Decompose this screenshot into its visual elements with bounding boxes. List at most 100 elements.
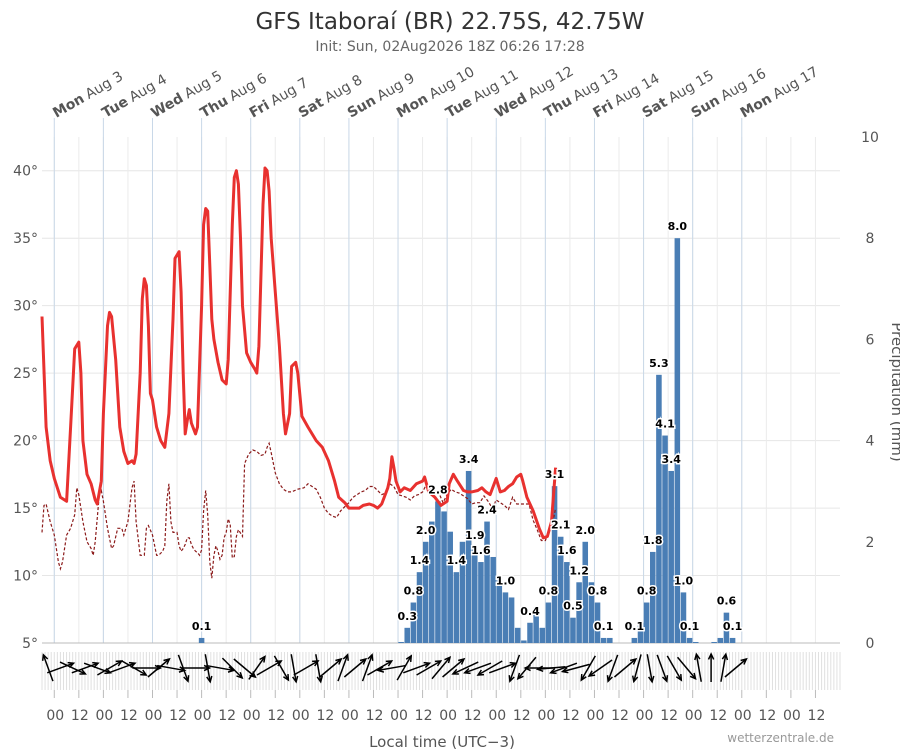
wind-arrow-head	[335, 657, 343, 665]
wind-arrow-head	[516, 672, 524, 681]
wind-arrow-head	[629, 657, 638, 665]
precip-value-label: 2.4	[477, 504, 497, 517]
hour-tick-label: 00	[145, 708, 163, 724]
precip-bar	[680, 592, 687, 643]
y-left-tick-label: 15°	[13, 501, 38, 517]
wind-arrow	[147, 658, 170, 678]
precip-value-label: 1.2	[569, 564, 589, 577]
precip-bar	[478, 562, 484, 643]
wind-arrow	[431, 656, 451, 680]
precip-bar	[551, 486, 558, 643]
hour-tick-label: 12	[415, 708, 433, 724]
wind-arrow-head	[259, 655, 266, 663]
precip-value-label: 0.8	[637, 585, 657, 598]
precip-bar	[539, 627, 546, 643]
precip-bar	[490, 556, 496, 643]
dewpoint-path	[41, 441, 557, 579]
wind-arrow	[71, 662, 99, 674]
precip-value-label: 1.6	[557, 544, 577, 557]
wind-arrow-head	[203, 664, 212, 672]
wind-arrow	[442, 658, 465, 678]
precip-bar	[484, 521, 490, 643]
wind-arrow	[562, 663, 590, 673]
hour-tick-label: 00	[439, 708, 457, 724]
wind-arrow	[580, 655, 596, 681]
hour-tick-label: 00	[734, 708, 752, 724]
wind-arrow	[204, 654, 211, 682]
date-label-day: Mon	[50, 91, 87, 122]
wind-arrow-head	[41, 653, 49, 661]
date-label-day: Tue	[443, 94, 475, 122]
precip-bar	[441, 511, 447, 643]
wind-arrow-head	[282, 674, 290, 682]
wind-arrow	[403, 662, 430, 674]
precip-bar	[668, 470, 674, 643]
wind-arrow	[646, 654, 653, 682]
hour-tick-label: 00	[537, 708, 555, 724]
wind-arrow-head	[291, 675, 299, 684]
wind-arrow-head	[444, 655, 452, 664]
precip-bar	[545, 602, 552, 643]
precip-value-label: 5.3	[649, 357, 669, 370]
precip-bar	[435, 501, 441, 643]
precip-value-label: 0.5	[563, 600, 583, 613]
hour-tick-label: 00	[390, 708, 408, 724]
precip-value-label: 0.4	[520, 605, 540, 618]
chart-title: GFS Itaboraí (BR) 22.75S, 42.75W	[255, 9, 644, 35]
hour-tick-label: 00	[194, 708, 212, 724]
precip-value-label: 0.8	[404, 585, 424, 598]
wind-arrow	[613, 658, 637, 678]
hour-tick-label: 12	[611, 708, 629, 724]
wind-arrow	[206, 664, 234, 672]
wind-arrow	[248, 656, 266, 680]
wind-arrow-head	[67, 661, 76, 669]
precip-bar	[471, 546, 478, 643]
dewpoint-line	[41, 441, 557, 579]
wind-arrow-head	[312, 660, 320, 667]
precip-value-label: 0.1	[680, 620, 700, 633]
hour-tick-label: 00	[341, 708, 359, 724]
hour-tick-label: 00	[783, 708, 801, 724]
precip-bar	[508, 597, 515, 643]
date-label-date: Aug 17	[770, 64, 821, 103]
precipitation-bars	[198, 238, 736, 643]
precip-bar	[631, 637, 638, 643]
wind-arrow	[724, 658, 747, 678]
wind-arrow	[537, 666, 566, 670]
precip-bar	[662, 435, 668, 643]
wind-arrow-head	[647, 675, 655, 684]
precip-value-label: 1.8	[643, 534, 663, 547]
wind-arrow	[337, 654, 349, 682]
precip-value-label: 1.9	[465, 529, 485, 542]
wind-arrow-head	[523, 664, 531, 672]
wind-arrow-head	[434, 660, 443, 667]
precip-bar	[607, 637, 613, 643]
wind-arrow	[290, 654, 297, 682]
wind-arrow	[221, 657, 243, 679]
precip-value-label: 3.4	[459, 453, 479, 466]
precip-bar	[429, 521, 435, 643]
wind-arrow-head	[509, 661, 518, 669]
wind-arrow	[256, 660, 282, 676]
precip-bar	[643, 602, 650, 643]
wind-arrow-head	[405, 654, 413, 662]
date-label-day: Tue	[99, 94, 131, 122]
date-label-day: Wed	[148, 90, 186, 121]
precip-value-label: 0.8	[588, 585, 608, 598]
y-left-tick-label: 40°	[13, 164, 38, 180]
precip-bar	[692, 641, 699, 643]
wind-arrow	[361, 654, 373, 682]
date-label-day: Fri	[590, 97, 616, 121]
wind-arrow	[720, 654, 727, 682]
precip-bar	[674, 238, 681, 643]
precip-bar	[404, 627, 411, 643]
hour-tick-label: 12	[758, 708, 776, 724]
precip-bar	[650, 551, 656, 643]
wind-arrow	[343, 658, 367, 678]
date-label-day: Fri	[247, 97, 273, 121]
y-right-tick-label: 4	[866, 434, 875, 450]
hour-tick-label: 12	[316, 708, 334, 724]
precip-value-label: 3.1	[545, 468, 565, 481]
date-label-day: Sat	[640, 94, 671, 121]
precip-value-label: 8.0	[668, 220, 688, 233]
